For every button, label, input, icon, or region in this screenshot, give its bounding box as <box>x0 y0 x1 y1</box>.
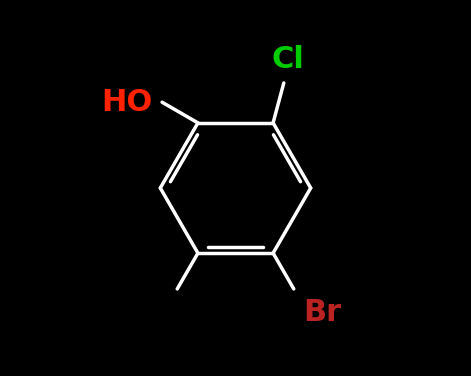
Text: HO: HO <box>101 88 153 117</box>
Text: Br: Br <box>303 298 341 327</box>
Text: Cl: Cl <box>271 44 304 74</box>
